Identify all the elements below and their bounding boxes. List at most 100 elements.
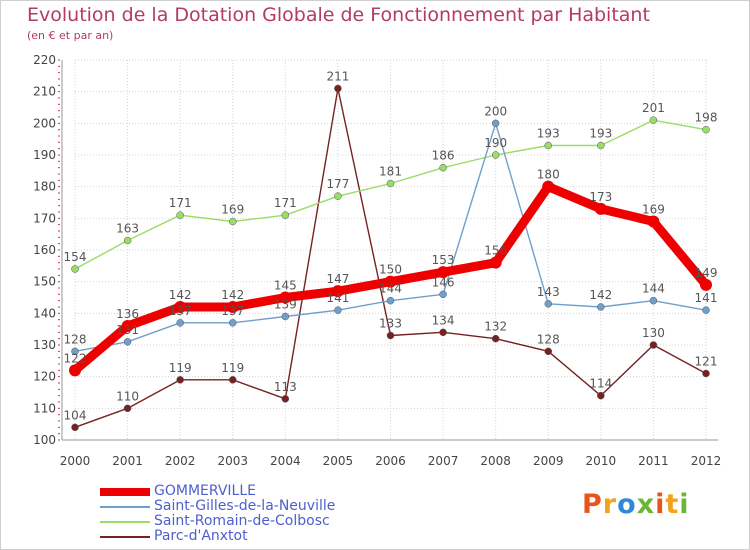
legend-item: Saint-Romain-de-Colbosc — [100, 514, 335, 529]
data-label: 139 — [274, 298, 297, 312]
data-point-2 — [702, 125, 710, 134]
data-point-2 — [439, 163, 447, 172]
data-label: 169 — [642, 203, 665, 217]
x-tick-label: 2001 — [112, 454, 143, 468]
data-label: 190 — [484, 136, 507, 150]
data-point-0 — [226, 301, 239, 313]
data-point-2 — [281, 211, 290, 219]
data-label: 150 — [379, 263, 402, 277]
data-point-2 — [597, 141, 605, 150]
logo-letter: x — [636, 489, 656, 520]
data-label: 137 — [169, 304, 192, 318]
y-tick-label: 180 — [33, 180, 56, 194]
data-point-0 — [489, 256, 502, 269]
data-point-1 — [649, 296, 658, 305]
proxiti-logo: Proxiti — [582, 489, 690, 520]
legend-label: Parc-d'Anxtot — [154, 528, 248, 544]
data-point-0 — [279, 291, 292, 304]
data-label: 130 — [642, 326, 665, 340]
data-point-1 — [334, 306, 342, 314]
legend-item: GOMMERVILLE — [100, 484, 335, 499]
data-point-2 — [491, 151, 500, 159]
data-label: 119 — [221, 361, 244, 375]
data-point-3 — [386, 331, 395, 340]
data-label: 142 — [589, 288, 612, 302]
data-label: 180 — [537, 168, 560, 182]
data-point-1 — [439, 290, 447, 299]
data-label: 144 — [642, 282, 665, 296]
y-tick-label: 100 — [33, 433, 56, 447]
data-point-0 — [542, 180, 555, 193]
legend-item: Saint-Gilles-de-la-Neuville — [100, 499, 335, 514]
x-tick-label: 2007 — [428, 454, 459, 468]
x-tick-label: 2010 — [586, 454, 617, 468]
legend-swatch — [100, 505, 150, 508]
data-point-1 — [123, 338, 132, 346]
data-label: 149 — [695, 266, 718, 280]
data-point-1 — [176, 319, 184, 327]
data-point-2 — [544, 141, 552, 150]
data-point-2 — [123, 236, 132, 245]
y-tick-label: 210 — [33, 85, 56, 99]
data-point-0 — [121, 320, 134, 332]
data-point-3 — [702, 369, 710, 378]
logo-letter: o — [617, 489, 637, 520]
y-tick-label: 160 — [33, 243, 56, 257]
legend-label: Saint-Romain-de-Colbosc — [154, 513, 330, 529]
data-label: 128 — [64, 332, 87, 346]
logo-letter: i — [679, 489, 690, 520]
legend-swatch — [100, 520, 150, 523]
data-label: 200 — [484, 104, 507, 118]
data-point-3 — [281, 395, 290, 403]
data-point-2 — [386, 179, 395, 188]
data-point-1 — [491, 119, 500, 128]
data-label: 201 — [642, 101, 665, 115]
data-label: 132 — [484, 320, 507, 334]
y-tick-label: 200 — [33, 116, 56, 130]
data-point-2 — [176, 211, 184, 219]
data-label: 193 — [589, 127, 612, 141]
data-label: 128 — [537, 332, 560, 346]
data-label: 177 — [326, 177, 349, 191]
data-point-3 — [597, 391, 605, 400]
data-point-0 — [594, 202, 607, 215]
y-tick-label: 150 — [33, 275, 56, 289]
logo-letter: r — [602, 489, 618, 520]
data-label: 131 — [116, 323, 139, 337]
data-label: 154 — [64, 250, 87, 264]
data-label: 134 — [432, 313, 455, 327]
chart-title: Evolution de la Dotation Globale de Fonc… — [27, 4, 650, 26]
data-point-0 — [437, 266, 450, 279]
y-tick-label: 220 — [33, 53, 56, 67]
data-point-0 — [331, 285, 344, 298]
data-label: 141 — [326, 291, 349, 305]
data-point-1 — [544, 300, 552, 308]
data-label: 171 — [169, 196, 192, 210]
legend-label: Saint-Gilles-de-la-Neuville — [154, 498, 336, 514]
data-label: 186 — [432, 149, 455, 163]
data-label: 104 — [64, 408, 87, 422]
y-tick-label: 170 — [33, 211, 56, 225]
data-label: 153 — [432, 253, 455, 267]
chart-legend: GOMMERVILLE Saint-Gilles-de-la-Neuville Sa… — [100, 484, 335, 544]
data-label: 211 — [326, 70, 349, 84]
data-label: 171 — [274, 196, 297, 210]
data-point-1 — [597, 303, 605, 311]
data-point-0 — [384, 275, 397, 288]
x-tick-label: 2006 — [375, 454, 406, 468]
data-label: 110 — [116, 389, 139, 403]
x-tick-label: 2002 — [165, 454, 196, 468]
data-point-2 — [71, 265, 79, 273]
x-tick-label: 2012 — [691, 454, 722, 468]
data-point-3 — [439, 328, 447, 337]
data-label: 121 — [695, 355, 718, 369]
data-point-2 — [334, 192, 342, 200]
data-point-3 — [334, 84, 342, 93]
logo-letter: P — [582, 489, 603, 520]
data-point-3 — [123, 404, 132, 413]
data-label: 119 — [169, 361, 192, 375]
data-point-3 — [229, 376, 237, 384]
data-label: 169 — [221, 203, 244, 217]
data-label: 122 — [64, 351, 87, 365]
